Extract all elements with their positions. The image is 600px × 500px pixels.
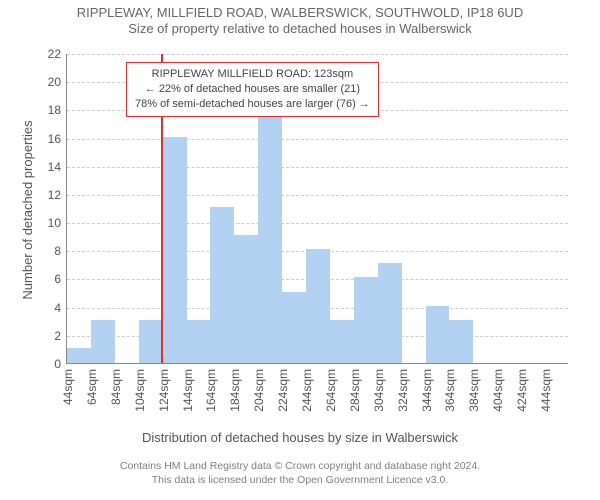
- xtick-label: 144sqm: [181, 369, 195, 412]
- ytick-label: 10: [48, 216, 61, 230]
- xtick-label: 244sqm: [300, 369, 314, 412]
- xtick-label: 384sqm: [467, 369, 481, 412]
- xtick-label: 444sqm: [539, 369, 553, 412]
- histogram-bar: [330, 320, 354, 363]
- ytick-label: 20: [48, 75, 61, 89]
- chart-title: RIPPLEWAY, MILLFIELD ROAD, WALBERSWICK, …: [0, 6, 600, 37]
- xtick-label: 184sqm: [228, 369, 242, 412]
- xtick-label: 424sqm: [515, 369, 529, 412]
- histogram-bar: [163, 137, 187, 363]
- gridline: [67, 167, 568, 168]
- histogram-bar: [187, 320, 211, 363]
- histogram-bar: [91, 320, 115, 363]
- title-main: RIPPLEWAY, MILLFIELD ROAD, WALBERSWICK, …: [0, 6, 600, 20]
- xtick-label: 104sqm: [133, 369, 147, 412]
- footer-line-1: Contains HM Land Registry data © Crown c…: [0, 460, 600, 474]
- xtick-label: 84sqm: [109, 369, 123, 405]
- xtick-label: 344sqm: [420, 369, 434, 412]
- footer-line-2: This data is licensed under the Open Gov…: [0, 474, 600, 488]
- histogram-bar: [210, 207, 234, 363]
- histogram-bar: [426, 306, 450, 363]
- y-axis-label: Number of detached properties: [20, 120, 35, 299]
- histogram-bar: [306, 249, 330, 363]
- ytick-label: 0: [54, 357, 61, 371]
- title-sub: Size of property relative to detached ho…: [0, 22, 600, 36]
- ytick-label: 12: [48, 188, 61, 202]
- gridline: [67, 223, 568, 224]
- histogram-bar: [449, 320, 473, 363]
- x-axis-label: Distribution of detached houses by size …: [0, 430, 600, 445]
- ytick-label: 22: [48, 47, 61, 61]
- histogram-bar: [378, 263, 402, 363]
- xtick-label: 284sqm: [348, 369, 362, 412]
- footer: Contains HM Land Registry data © Crown c…: [0, 460, 600, 487]
- ytick-label: 4: [54, 301, 61, 315]
- histogram-bar: [258, 108, 282, 363]
- histogram-bar: [282, 292, 306, 363]
- ytick-label: 2: [54, 329, 61, 343]
- chart-container: RIPPLEWAY, MILLFIELD ROAD, WALBERSWICK, …: [0, 0, 600, 500]
- xtick-label: 44sqm: [61, 369, 75, 405]
- ytick-label: 16: [48, 132, 61, 146]
- gridline: [67, 139, 568, 140]
- gridline: [67, 195, 568, 196]
- histogram-bar: [354, 277, 378, 363]
- xtick-label: 224sqm: [276, 369, 290, 412]
- ytick-label: 6: [54, 272, 61, 286]
- xtick-label: 64sqm: [85, 369, 99, 405]
- xtick-label: 124sqm: [157, 369, 171, 412]
- ytick-label: 18: [48, 103, 61, 117]
- xtick-label: 204sqm: [252, 369, 266, 412]
- xtick-label: 164sqm: [204, 369, 218, 412]
- gridline: [67, 54, 568, 55]
- ytick-label: 14: [48, 160, 61, 174]
- ytick-label: 8: [54, 244, 61, 258]
- histogram-bar: [234, 235, 258, 363]
- histogram-bar: [67, 348, 91, 363]
- xtick-label: 324sqm: [396, 369, 410, 412]
- xtick-label: 404sqm: [491, 369, 505, 412]
- xtick-label: 304sqm: [372, 369, 386, 412]
- annotation-line: 78% of semi-detached houses are larger (…: [135, 97, 370, 112]
- annotation-box: RIPPLEWAY MILLFIELD ROAD: 123sqm← 22% of…: [126, 62, 379, 117]
- annotation-line: RIPPLEWAY MILLFIELD ROAD: 123sqm: [135, 67, 370, 82]
- histogram-bar: [139, 320, 163, 363]
- annotation-line: ← 22% of detached houses are smaller (21…: [135, 82, 370, 97]
- xtick-label: 264sqm: [324, 369, 338, 412]
- xtick-label: 364sqm: [443, 369, 457, 412]
